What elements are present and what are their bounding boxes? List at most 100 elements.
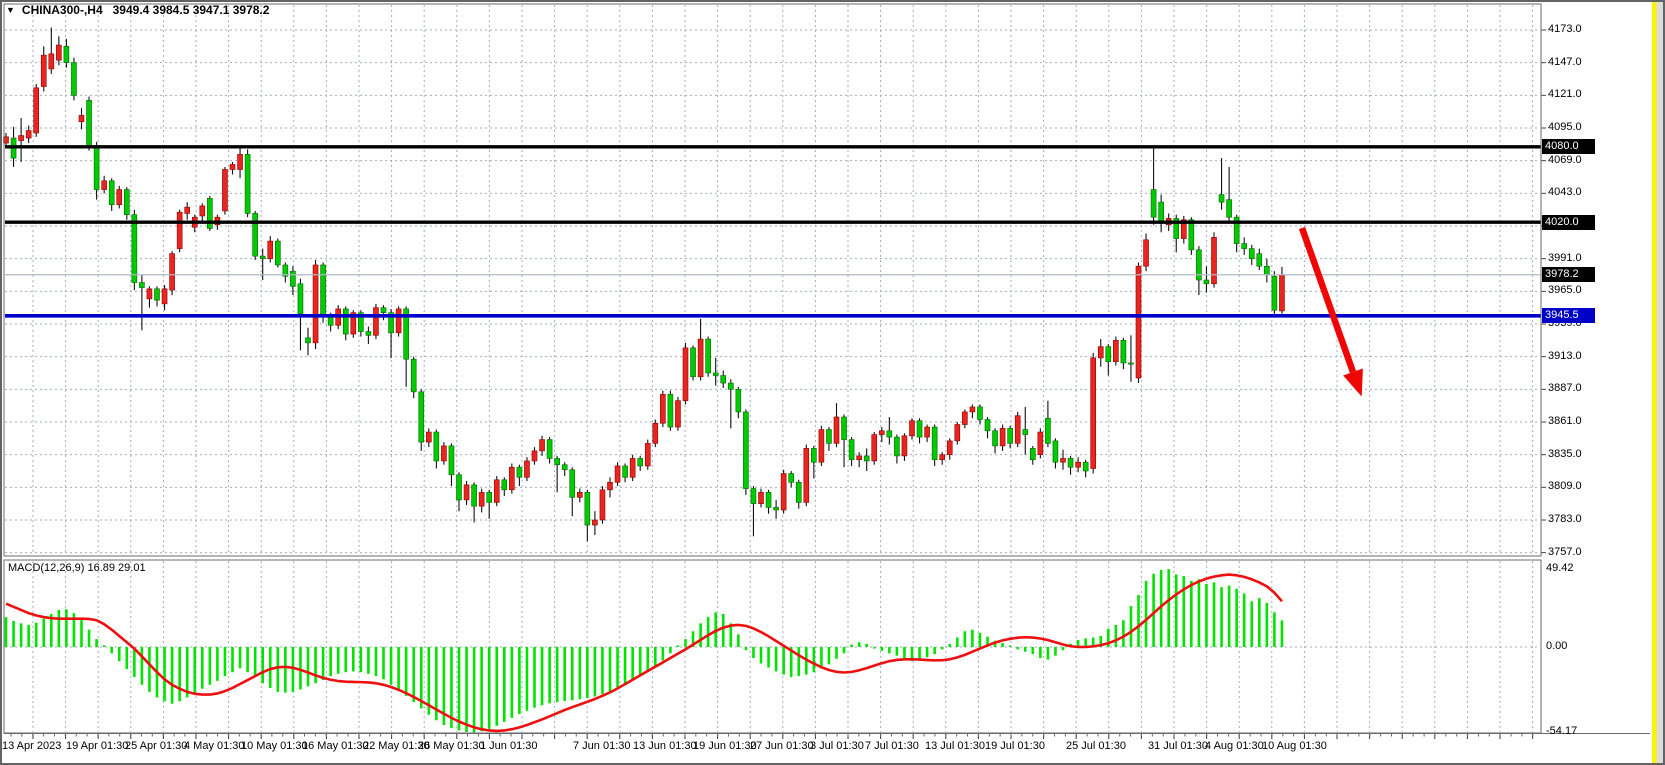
candle-body [539,439,545,452]
candle-body [727,382,734,390]
candle-body [1181,219,1187,239]
window-edge-highlight [1652,2,1657,763]
candle-body [524,460,530,478]
candle-body [592,519,598,526]
candle-body [282,264,289,277]
time-label: 19 Apr 01:30 [66,740,129,752]
price-badge-black: 3978.2 [1542,267,1595,283]
candle-body [803,448,810,503]
candle-body [531,450,538,462]
candle-body [410,358,417,393]
candle-body [312,264,319,344]
time-label: 7 Jun 01:30 [573,740,631,752]
candle-body [826,429,832,444]
candle-body [1105,346,1112,362]
candle-body [1082,461,1089,472]
candle-body [207,198,213,229]
candle-body [1135,265,1142,379]
time-label: 1 Jun 01:30 [480,740,538,752]
candle-body [735,389,742,413]
time-label: 19 Jun 01:30 [693,740,757,752]
candle-body [471,484,477,507]
candle-body [40,54,47,87]
candle-body [327,316,334,326]
candle-body [501,479,508,491]
candle-body [448,445,455,476]
price-tick-label: 3757.0 [1548,545,1582,558]
candle-body [924,426,930,438]
time-label: 27 Jun 01:30 [750,740,814,752]
candle-body [1264,265,1270,276]
candle-body [1120,340,1127,364]
candle-body [33,87,40,134]
time-label: 25 Apr 01:30 [125,740,188,752]
candle-body [848,439,855,460]
macd-indicator-label: MACD(12,26,9) 16.89 29.01 [8,562,146,574]
candle-body [463,484,470,501]
candle-body [222,169,228,212]
candle-body [863,455,870,462]
time-label: 22 May 01:30 [363,740,430,752]
candle-body [1060,458,1066,463]
candle-body [176,211,183,249]
candle-body [999,427,1006,447]
price-tick-label: 3887.0 [1548,382,1582,395]
symbol-dropdown-icon[interactable]: ▼ [6,5,15,15]
candle-body [546,439,553,459]
candle-body [139,282,145,288]
price-tick-label: 3913.0 [1548,349,1582,362]
candle-body [441,445,447,462]
candle-body [1188,219,1195,251]
candle-body [365,331,372,336]
candle-body [48,53,55,70]
candle-body [56,44,62,61]
price-tick-label: 4121.0 [1548,88,1582,101]
candle-body [380,307,387,313]
candle-body [1128,362,1134,365]
candle-body [373,307,379,336]
candle-body [569,469,576,498]
candle-body [1075,461,1081,468]
candle-body [607,482,613,491]
candle-body [962,411,968,425]
candle-body [1067,458,1074,468]
candle-body [425,431,432,443]
price-tick-label: 3835.0 [1548,447,1582,460]
price-tick-label: 4173.0 [1548,23,1582,35]
candle-body [1022,429,1029,435]
candle-body [554,458,560,466]
candle-body [992,430,998,447]
candle-body [697,338,704,378]
candle-body [871,434,878,462]
time-label: 4 May 01:30 [184,740,245,752]
candle-body [184,206,190,214]
candle-body [788,473,795,483]
macd-tick-label: 0.00 [1546,640,1568,652]
candle-body [259,255,266,259]
candle-body [388,312,394,334]
candle-body [395,308,402,334]
candle-body [1226,199,1232,218]
title-symbol: CHINA300-,H4 [21,3,103,17]
candle-body [78,115,85,123]
candle-body [252,213,258,257]
candle-body [818,429,825,463]
candle-body [954,424,961,442]
candle-body [350,312,357,335]
candle-body [780,473,787,511]
candle-body [18,135,24,141]
candle-body [131,214,138,283]
candle-body [758,492,764,504]
candle-body [25,130,32,139]
time-label: 19 Jul 01:30 [985,740,1045,752]
chart-title: ▼ CHINA300-,H4 3949.4 3984.5 3947.1 3978.2 [6,3,269,17]
price-tick-label: 4043.0 [1548,186,1582,199]
candle-body [1037,431,1044,455]
window-edge [1656,2,1664,763]
candle-body [1279,274,1285,312]
time-label: 3 Jul 01:30 [810,740,864,752]
candle-body [1241,243,1247,249]
price-tick-label: 3991.0 [1548,251,1582,264]
candle-body [1256,253,1263,267]
